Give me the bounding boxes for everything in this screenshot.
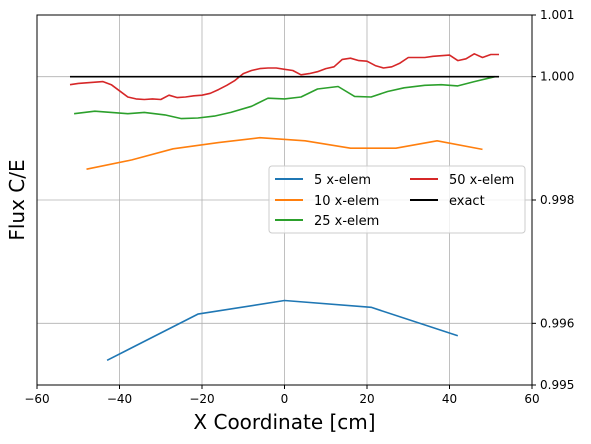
- x-axis-label: X Coordinate [cm]: [193, 410, 375, 434]
- legend: 5 x-elem 10 x-elem 25 x-elem 50 x-elem exact: [268, 165, 526, 234]
- y-ticks-right: 0.995 0.996 0.998 1.000 1.001: [532, 8, 574, 392]
- series-line-25-x-elem: [74, 75, 496, 120]
- legend-label: 25 x-elem: [314, 214, 379, 229]
- series-line-10-x-elem: [86, 136, 483, 170]
- x-tick-label: 60: [524, 392, 539, 406]
- x-tick-label: 0: [281, 392, 289, 406]
- x-tick-label: −60: [24, 392, 49, 406]
- series-line-50-x-elem: [69, 52, 499, 101]
- x-tick-label: −40: [107, 392, 132, 406]
- legend-label: 5 x-elem: [314, 173, 371, 188]
- legend-label: exact: [449, 194, 485, 209]
- x-tick-label: 20: [359, 392, 374, 406]
- y-tick-label: 0.995: [540, 378, 574, 392]
- legend-label: 50 x-elem: [449, 173, 514, 188]
- y-tick-label: 0.998: [540, 193, 574, 207]
- series-line-5-x-elem: [106, 299, 459, 362]
- legend-box: [268, 165, 526, 234]
- x-tick-label: 40: [442, 392, 457, 406]
- legend-label: 10 x-elem: [314, 194, 379, 209]
- y-tick-label: 1.001: [540, 8, 574, 22]
- y-tick-label: 1.000: [540, 70, 574, 84]
- series-lines: [69, 52, 499, 362]
- y-axis-label: Flux C/E: [5, 159, 29, 240]
- x-ticks: −60 −40 −20 0 20 40 60: [24, 385, 540, 406]
- y-tick-label: 0.996: [540, 316, 574, 330]
- x-tick-label: −20: [189, 392, 214, 406]
